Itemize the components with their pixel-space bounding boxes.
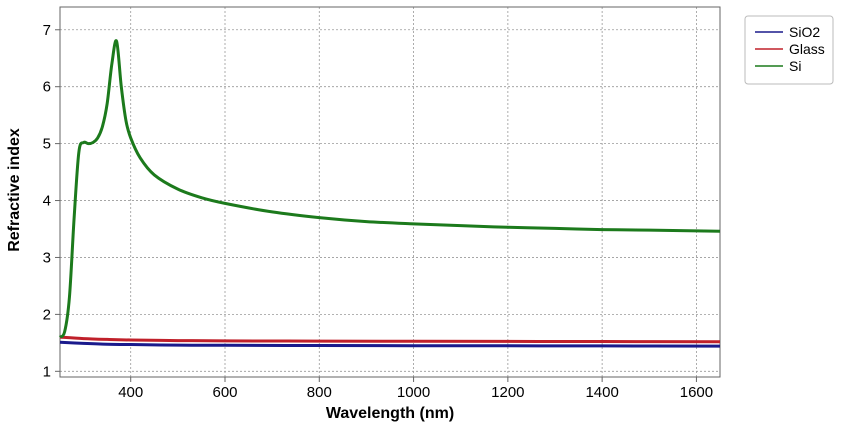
x-tick-label: 1200 <box>491 384 524 401</box>
y-tick-label: 2 <box>43 306 51 323</box>
x-tick-label: 400 <box>118 384 143 401</box>
series-line-si <box>58 39 721 339</box>
y-tick-label: 3 <box>43 249 51 266</box>
y-tick-labels: 1 2 3 4 5 6 7 <box>43 22 60 380</box>
x-tick-label: 1400 <box>585 384 618 401</box>
y-tick-label: 1 <box>43 363 51 380</box>
x-tick-label: 1600 <box>680 384 713 401</box>
series-line-sio2 <box>59 340 721 348</box>
x-axis-label: Wavelength (nm) <box>326 405 454 422</box>
legend-label: SiO2 <box>789 24 820 40</box>
plot-area <box>59 6 721 378</box>
legend-box <box>744 15 834 85</box>
y-axis-label: Refractive index <box>6 128 23 252</box>
legend-label: Si <box>789 58 801 74</box>
series-layer <box>58 39 721 348</box>
x-tick-labels: 400 600 800 1000 1200 1400 1600 <box>118 377 713 401</box>
legend-label: Glass <box>789 41 825 57</box>
x-tick-label: 800 <box>307 384 332 401</box>
x-tick-label: 1000 <box>397 384 430 401</box>
series-line-glass <box>59 335 721 344</box>
y-tick-label: 6 <box>43 79 51 96</box>
y-tick-label: 5 <box>43 136 51 153</box>
y-tick-label: 4 <box>43 193 51 210</box>
grid <box>60 7 720 377</box>
x-tick-label: 600 <box>212 384 237 401</box>
y-tick-label: 7 <box>43 22 51 39</box>
